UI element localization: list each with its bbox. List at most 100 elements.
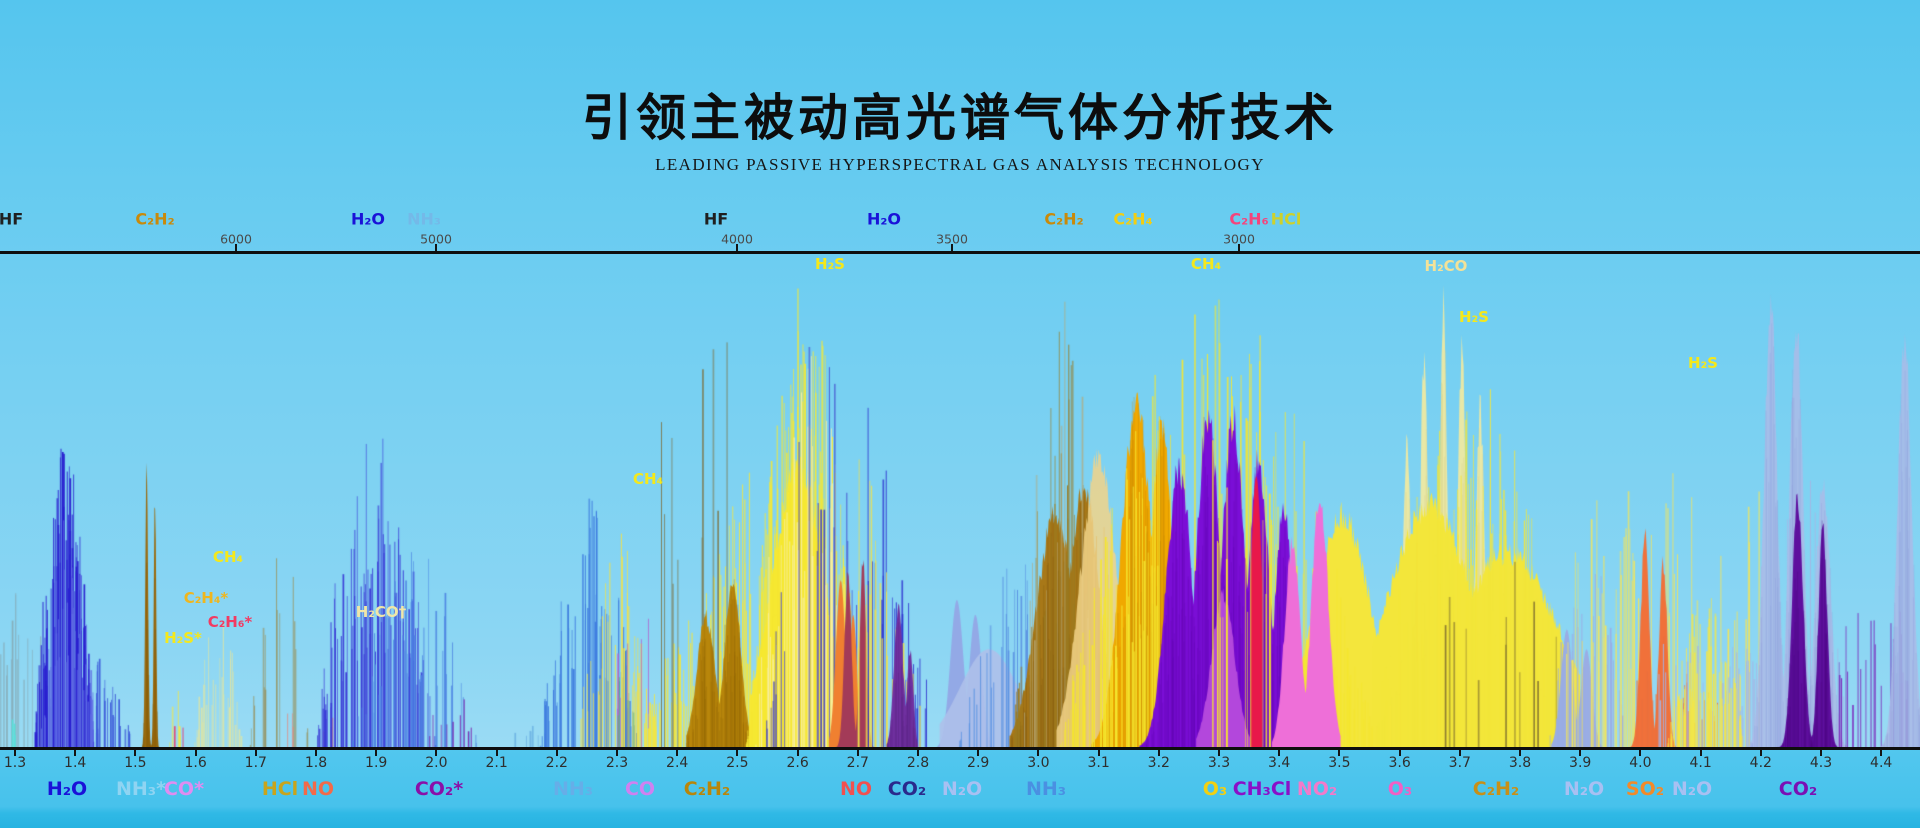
wavenumber-tick-mark	[435, 244, 437, 251]
top-axis-wavenumber	[0, 251, 1920, 254]
gas-label-bottom: NO	[301, 778, 335, 800]
wavelength-tick-mark	[796, 750, 799, 756]
wavelength-tick-label: 2.8	[906, 755, 930, 771]
gas-label-bottom: N₂O	[1563, 778, 1605, 800]
wavelength-tick-label: 3.5	[1328, 755, 1351, 771]
gas-label-bottom: NO	[839, 778, 873, 800]
wavelength-tick-label: 1.4	[64, 755, 87, 771]
wavelength-tick-mark	[1157, 750, 1160, 756]
gas-label-plot: H₂S	[1459, 308, 1489, 326]
gas-label-bottom: C₂H₂	[1472, 778, 1520, 800]
wavelength-tick-label: 3.1	[1087, 755, 1110, 771]
wavelength-tick-mark	[616, 750, 618, 756]
gas-label-plot: H₂S	[815, 255, 845, 273]
wavelength-tick-label: 1.6	[184, 755, 207, 771]
wavelength-tick-mark	[1699, 750, 1702, 756]
wavelength-tick-label: 2.7	[846, 755, 869, 771]
wavelength-tick-label: 3.0	[1027, 755, 1050, 771]
gas-label-bottom: SO₂	[1625, 778, 1665, 800]
wavelength-tick-label: 1.9	[365, 755, 388, 771]
wavelength-tick-mark	[134, 750, 137, 756]
wavelength-tick-mark	[495, 750, 498, 756]
gas-label-bottom: HCl	[261, 778, 299, 800]
wavelength-tick-mark	[1880, 750, 1883, 756]
gas-label-plot: CH₄	[1190, 255, 1222, 273]
wavelength-tick-label: 3.9	[1569, 755, 1592, 771]
wavelength-tick-mark	[736, 750, 739, 756]
gas-label-top: HF	[703, 209, 729, 229]
page-subtitle: LEADING PASSIVE HYPERSPECTRAL GAS ANALYS…	[655, 155, 1265, 174]
gas-label-bottom: CH₃Cl	[1232, 778, 1292, 800]
wavelength-tick-mark	[1278, 750, 1281, 756]
wavelength-tick-label: 4.0	[1629, 755, 1652, 771]
wavelength-tick-mark	[676, 750, 679, 756]
gas-label-plot: CH₄	[632, 470, 664, 488]
gas-label-plot: CH₄	[212, 548, 244, 566]
spectra-canvas	[0, 254, 1920, 748]
wavenumber-tick-mark	[235, 244, 237, 251]
wavelength-tick-mark	[1097, 750, 1100, 756]
gas-label-bottom: C₂H₂	[683, 778, 731, 800]
gas-label-bottom: NH₃	[552, 778, 594, 800]
wavelength-tick-label: 2.0	[425, 755, 448, 771]
wavenumber-tick-label: 3000	[1223, 231, 1255, 247]
wavelength-tick-label: 2.6	[786, 755, 809, 771]
wavelength-tick-mark	[555, 750, 558, 756]
gas-label-bottom: N₂O	[941, 778, 983, 800]
gas-label-bottom: CO₂	[1778, 778, 1818, 800]
wavelength-tick-mark	[194, 750, 197, 756]
wavelength-tick-mark	[375, 750, 378, 756]
wavelength-tick-mark	[1338, 750, 1341, 756]
gas-label-top: NH₃	[407, 209, 441, 229]
gas-label-top: C₂H₄	[1113, 209, 1153, 229]
gas-label-top: HF	[0, 209, 24, 229]
wavelength-tick-label: 2.4	[666, 755, 689, 771]
wavelength-tick-label: 1.7	[244, 755, 267, 771]
gas-label-bottom: O₃	[1387, 778, 1413, 800]
wavelength-tick-mark	[856, 750, 859, 756]
wavelength-tick-mark	[1037, 750, 1040, 756]
gas-label-bottom: N₂O	[1671, 778, 1713, 800]
gas-label-bottom: CO₂*	[414, 778, 464, 800]
wavelength-tick-label: 1.5	[124, 755, 147, 771]
bottom-axis-wavelength	[0, 747, 1920, 750]
wavelength-tick-mark	[1398, 750, 1401, 756]
gas-label-top: C₂H₆	[1229, 209, 1269, 229]
gas-label-plot: C₂H₆*	[207, 613, 253, 631]
wavelength-tick-label: 4.2	[1749, 755, 1772, 771]
wavelength-tick-mark	[315, 750, 317, 756]
wavelength-tick-mark	[1218, 750, 1220, 756]
wavelength-tick-mark	[1639, 750, 1642, 756]
wavelength-tick-mark	[1759, 750, 1762, 756]
page-title: 引领主被动高光谱气体分析技术	[582, 89, 1338, 147]
wavelength-tick-label: 3.6	[1388, 755, 1411, 771]
wavenumber-tick-mark	[1238, 244, 1240, 251]
gas-label-top: C₂H₂	[135, 209, 175, 229]
gas-label-top: HCl	[1270, 209, 1302, 229]
wavelength-tick-label: 3.7	[1448, 755, 1471, 771]
wavelength-tick-mark	[254, 750, 257, 756]
wavelength-tick-label: 1.8	[304, 755, 328, 771]
gas-label-bottom: CO	[624, 778, 656, 800]
gas-label-bottom: H₂O	[46, 778, 88, 800]
wavelength-tick-label: 4.4	[1870, 755, 1893, 771]
wavelength-tick-label: 4.1	[1689, 755, 1712, 771]
wavelength-tick-label: 2.3	[605, 755, 629, 771]
wavelength-tick-mark	[1458, 750, 1461, 756]
gas-label-plot: H₂CO†	[355, 603, 407, 621]
wavelength-tick-label: 4.3	[1809, 755, 1833, 771]
wavelength-tick-label: 1.3	[3, 755, 27, 771]
wavenumber-tick-mark	[736, 244, 738, 251]
wavelength-tick-label: 3.2	[1147, 755, 1170, 771]
gas-label-plot: H₂S	[1688, 354, 1718, 372]
gas-label-bottom: CO*	[163, 778, 205, 800]
gas-label-plot: H₂S*	[164, 629, 202, 647]
wavelength-tick-label: 3.8	[1508, 755, 1532, 771]
wavelength-tick-mark	[917, 750, 919, 756]
wavelength-tick-mark	[977, 750, 980, 756]
gas-label-bottom: NH₃	[1025, 778, 1067, 800]
gas-label-top: H₂O	[351, 209, 385, 229]
wavelength-tick-mark	[1820, 750, 1822, 756]
wavelength-tick-mark	[74, 750, 77, 756]
